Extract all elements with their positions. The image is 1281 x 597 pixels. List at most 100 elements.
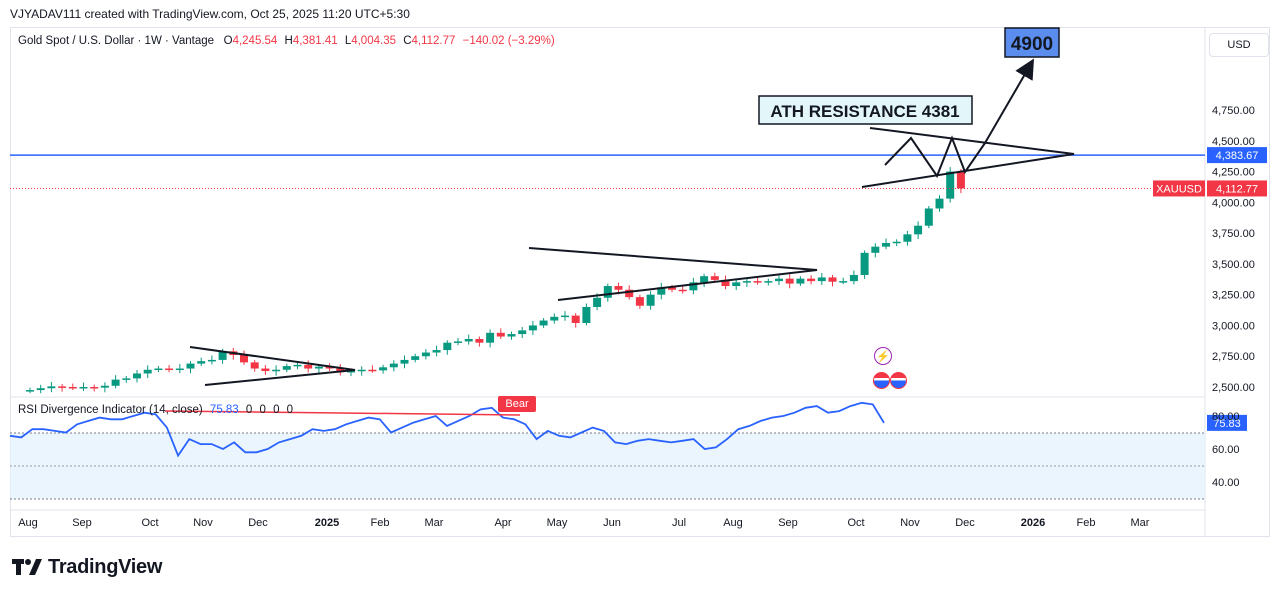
triangle-pattern-2 [528,247,818,301]
chart-credit: VJYADAV111 created with TradingView.com,… [10,7,410,21]
candle-body [946,171,955,199]
rsi-line [9,401,885,458]
candle-body [68,387,77,389]
candle-body [593,297,602,307]
candle-body [935,198,944,209]
time-axis-label: Jul [672,517,686,529]
candle-body [411,356,420,360]
lightning-icon[interactable]: ⚡ [874,347,892,365]
rsi-legend[interactable]: RSI Divergence Indicator (14, close) 75.… [18,404,295,416]
candle-body [956,171,965,189]
candle-body [379,367,388,371]
rsi-tick-label: 40.00 [1212,477,1240,489]
candle-body [710,276,719,280]
time-axis-label: Mar [1131,517,1150,529]
change-value: −140.02 (−3.29%) [462,35,555,47]
rsi-tick-label: 60.00 [1212,444,1240,456]
tradingview-logo[interactable]: TradingView [12,556,162,579]
price-tick-label: 4,750.00 [1212,105,1255,117]
price-label: 4,112.77 [1216,183,1258,195]
price-tick-label: 4,250.00 [1212,167,1255,179]
price-tick-label: 3,250.00 [1212,290,1255,302]
candle-body [347,370,355,373]
candle-body [507,334,516,337]
open-value: 4,245.54 [232,35,278,47]
triangle-pattern-1 [189,346,356,386]
rsi-name: RSI Divergence Indicator (14, close) [18,404,203,416]
candle-body [571,315,580,323]
candle-body [539,320,548,326]
time-axis-label: Mar [425,517,444,529]
candle-body [218,351,227,360]
candle-body [389,363,398,368]
time-axis-label: Nov [900,517,920,529]
candle-body [817,277,826,282]
candle-body [186,363,195,369]
candle-body [261,368,270,371]
candle-body [753,281,762,283]
candle-body [678,289,687,292]
price-label-bg [1207,147,1267,164]
candle-body [668,287,676,290]
ath-resistance-box [758,95,973,125]
rsi-value-label-bg [1207,414,1247,431]
candle-body [47,386,56,389]
us-flag-icon[interactable] [873,372,890,389]
tradingview-wordmark: TradingView [48,556,163,578]
candle-body [785,278,794,284]
candle-body [133,373,141,379]
high-value: 4,381.41 [292,35,338,47]
price-tick-label: 3,500.00 [1212,259,1255,271]
candle-body [122,378,131,380]
symbol-name[interactable]: Gold Spot / U.S. Dollar · 1W · Vantage [18,35,215,47]
candle-body [197,361,206,364]
rsi-group: 75.83 [9,401,1247,458]
candle-body [58,386,67,388]
candle-body [293,364,302,367]
rsi-value-label: 75.83 [1213,418,1241,430]
price-tick-label: 4,500.00 [1212,136,1255,148]
candle-body [314,366,323,369]
candle-body [657,287,666,295]
candle-body [914,225,923,235]
candle-body [924,208,933,226]
candle-body [742,281,751,283]
rsi-zeros: 0 0 0 0 [245,404,296,416]
candle-body [528,325,537,331]
candle-body [165,368,174,371]
candle-body [882,242,890,247]
candle-body [100,385,109,388]
candle-body [518,330,527,335]
ath-resistance-label: ATH RESISTANCE 4381 [770,102,959,121]
candle-body [486,332,495,343]
candle-body [775,278,783,282]
price-tick-label: 3,000.00 [1212,320,1255,332]
candle-body [36,388,45,391]
candle-body [240,354,248,363]
time-axis-label: Apr [494,517,511,529]
candle-body [325,366,334,369]
candle-body [582,306,591,323]
bear-divergence-label: Bear [498,396,536,412]
time-axis-label: 2026 [1021,517,1045,529]
price-label-bg [1207,180,1267,197]
candle-body [839,281,848,283]
symbol-legend[interactable]: Gold Spot / U.S. Dollar · 1W · Vantage O… [18,35,555,47]
candle-body [700,276,709,283]
currency-button[interactable]: USD [1209,33,1269,57]
time-axis-label: Feb [371,517,390,529]
candle-body [26,390,34,392]
candle-body [903,234,912,242]
bear-divergence-line [164,410,521,416]
candle-body [635,297,644,306]
candle-body [764,281,773,283]
us-flag-icon[interactable] [890,372,907,389]
candle-body [464,338,473,342]
target-label: 4900 [1011,34,1053,55]
candle-body [689,282,698,291]
candle-body [421,352,430,357]
rsi-value: 75.83 [209,404,239,416]
candle-body [357,369,366,372]
tradingview-mark-icon [12,558,42,575]
